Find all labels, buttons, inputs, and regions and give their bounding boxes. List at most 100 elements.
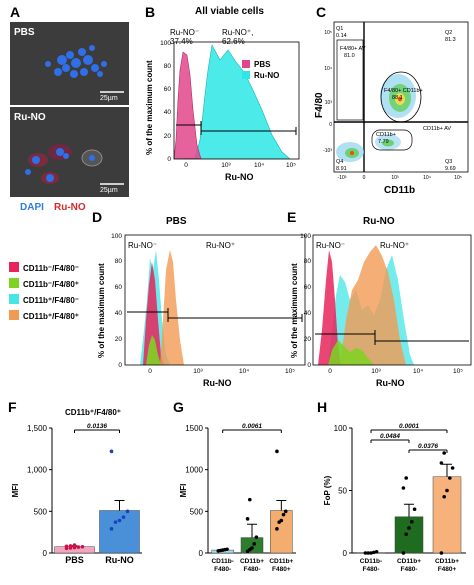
q4-name: Q4 (336, 159, 343, 165)
panel-h-category-label: CD11b+ (435, 558, 459, 565)
panel-g-category-label: F480- (214, 566, 231, 573)
legend-label-pop-4: CD11b⁺/F4/80⁺ (23, 312, 79, 321)
panel-d-xtick: 10⁵ (285, 368, 295, 375)
panel-b-legend: PBS Ru-NO (242, 60, 279, 80)
panel-f-data-point (109, 449, 114, 454)
panel-e-ylabel: % of the maximum count (290, 263, 299, 358)
dapi-nuclei-pbs (45, 45, 107, 78)
panel-h-ytick-label: 0 (343, 549, 348, 558)
panel-e-xtick: 10³ (371, 368, 381, 375)
panel-b-xtick: 10⁵ (286, 162, 296, 169)
panel-f-ytick-label: 500 (34, 507, 48, 516)
panel-h-data-point (401, 486, 406, 490)
micrograph-runo-label: Ru-NO (14, 112, 46, 123)
panel-c-ytick: 0 (329, 122, 332, 128)
panel-c-xtick: 10⁴ (423, 175, 431, 181)
panel-d-ytick: 20 (115, 336, 123, 343)
panel-g-bar (270, 510, 293, 554)
legend-swatch-runo (242, 71, 250, 79)
panel-letter-e: E (287, 209, 296, 225)
dots-q3 (375, 134, 401, 150)
panel-h-data-point (404, 476, 409, 480)
e-orange-histogram (313, 245, 406, 365)
panel-f-data-point (80, 544, 85, 549)
panel-h-category-label: CD11b+ (397, 558, 421, 565)
panel-c-xticks: -10³ 0 10³ 10⁴ 10⁵ (338, 175, 462, 181)
panel-e-ytick: 40 (304, 310, 312, 317)
e-pink-histogram (313, 250, 341, 365)
legend-label-pop-1: CD11b⁻/F4/80⁻ (23, 264, 79, 273)
panel-d-ytick: 80 (115, 258, 123, 265)
panel-h-data-point (412, 507, 417, 512)
panel-f-data-point (76, 545, 81, 549)
panel-b-title: All viable cells (195, 6, 264, 17)
panel-e-xtick: 10⁴ (413, 368, 423, 375)
panel-b-histogram: All viable cells % of the maximum count … (145, 6, 300, 182)
panel-d-xtick: 10³ (193, 368, 203, 375)
panel-b-ytick: 20 (164, 133, 172, 140)
q1-name: Q1 (336, 26, 343, 32)
panel-h-category-label: F480+ (438, 566, 457, 573)
population-legend: CD11b⁻/F4/80⁻ CD11b⁻/F4/80⁺ CD11b⁺/F4/80… (9, 262, 79, 321)
panel-c-quadrant-labels: Q1 0.14 Q2 81.3 Q3 9.69 Q4 8.91 F4/80+ A… (336, 26, 456, 172)
panel-a-microscopy: PBS 25µm Ru-NO 25µm DAPI Ru-NO (10, 22, 129, 213)
panel-d-xlabel: Ru-NO (203, 378, 232, 388)
gate-cd11b-value: 7.79 (378, 139, 389, 145)
panel-letter-b: B (145, 4, 155, 20)
panel-b-xlabel: Ru-NO (225, 172, 254, 182)
panel-e-xtick: 0 (328, 368, 332, 375)
panel-f-data-point (72, 545, 77, 550)
panel-h-ytick-label: 50 (338, 487, 347, 496)
panel-f-data-point (121, 515, 126, 519)
panel-g-ytick-label: 500 (190, 507, 204, 516)
panel-c-ytick: 10⁵ (324, 30, 332, 36)
gate-f480-value: 81.0 (344, 53, 355, 59)
micrograph-pbs-label: PBS (14, 27, 35, 38)
panel-f-data-point (109, 527, 114, 531)
panel-e-yticks: 0 20 40 60 80 100 (300, 233, 311, 369)
q3-name: Q3 (445, 159, 452, 165)
panel-c-ytick: 10⁴ (324, 66, 332, 72)
panel-h-data-point (442, 494, 447, 499)
panel-g-data-point (254, 535, 259, 539)
panel-e-ytick: 0 (307, 362, 311, 369)
panel-d-xticks: 0 10³ 10⁴ 10⁵ (148, 368, 295, 375)
panel-c-dotplot: Q1 0.14 Q2 81.3 Q3 9.69 Q4 8.91 F4/80+ A… (314, 21, 469, 196)
panel-c-xtick: 10⁵ (454, 175, 462, 181)
panel-e-axes (312, 234, 472, 366)
stain-label-dapi: DAPI (20, 202, 44, 213)
panel-h-data-point (363, 551, 368, 555)
panel-h-category-label: F480- (401, 566, 418, 573)
panel-b-ylabel: % of the maximum count (145, 60, 154, 155)
panel-c-ytick: 10³ (325, 100, 333, 106)
panel-g-ytick-label: 1000 (185, 466, 203, 475)
pbs-histogram (174, 51, 202, 159)
panel-g-ylabel: MFI (179, 484, 188, 498)
panel-f-ytick-label: 0 (43, 549, 48, 558)
scale-label-pbs: 25µm (100, 95, 118, 102)
panel-h-data-point (407, 526, 411, 530)
panel-f-data-point (113, 520, 118, 524)
panel-g-data-point (279, 518, 284, 523)
panel-b-ytick: 0 (167, 156, 171, 163)
panel-b-xticks: 0 10³ 10⁴ 10⁵ (184, 162, 296, 169)
gate-f480-box (336, 39, 364, 121)
panel-g-data-point (275, 527, 279, 531)
panel-c-ytick: -10³ (323, 148, 332, 154)
panel-f-category-label: PBS (65, 555, 84, 565)
panel-e-ytick: 100 (300, 233, 311, 240)
panel-g-bar (240, 537, 264, 554)
panel-d-xtick: 10⁴ (239, 368, 249, 375)
panel-h-data-point (374, 549, 379, 554)
panel-e-histogram: Ru-NO % of the maximum count 0 20 40 60 … (290, 216, 472, 388)
panel-f-data-point (125, 509, 130, 514)
panel-b-ytick: 60 (164, 86, 172, 93)
q1-value: 0.14 (336, 33, 347, 39)
panel-b-ytick: 40 (164, 109, 172, 116)
panel-h-data-point (369, 551, 373, 555)
legend-label-runo: Ru-NO (254, 71, 279, 80)
panel-h-category-label: CD11b- (360, 558, 382, 565)
panel-f-data-point (64, 544, 69, 549)
panel-b-xtick: 10³ (221, 162, 231, 169)
